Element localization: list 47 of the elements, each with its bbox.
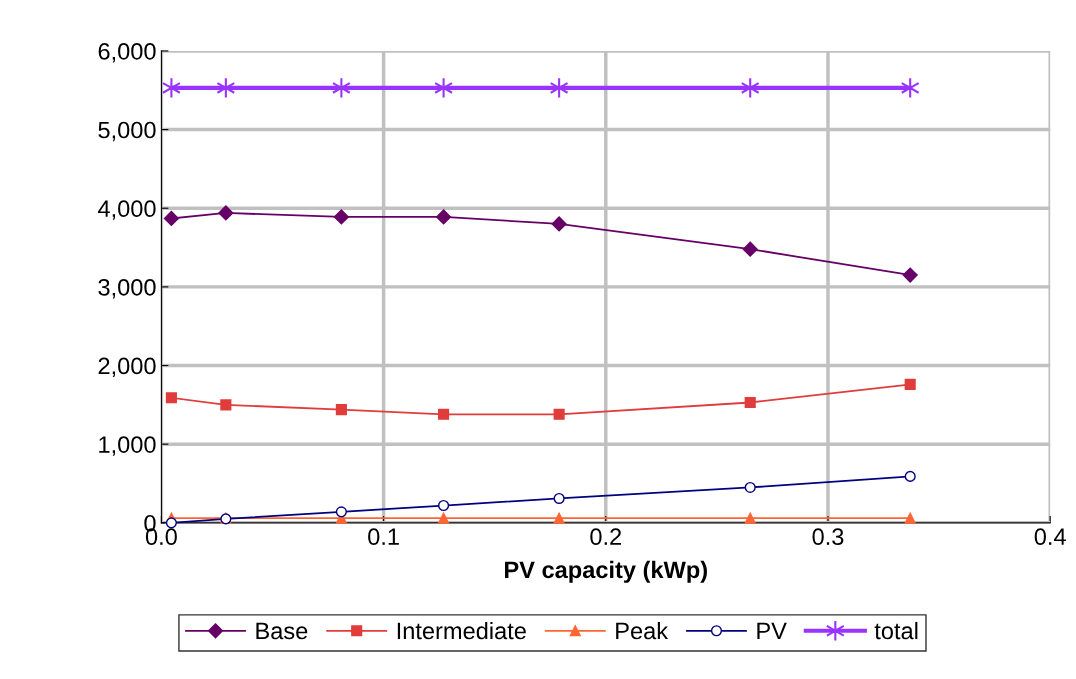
x-tick-label: 0.3 (812, 528, 844, 546)
point (161, 77, 181, 99)
point (163, 210, 179, 227)
legend-label: Peak (616, 621, 669, 640)
point (165, 392, 177, 404)
y-tick-label: 2,000 (98, 357, 156, 378)
point (165, 517, 177, 529)
point (335, 404, 347, 416)
point (335, 506, 347, 518)
y-tick-label: 4,000 (98, 200, 156, 220)
y-tick-label: 1,000 (99, 436, 156, 456)
point (216, 77, 236, 99)
point (744, 396, 756, 409)
point (902, 267, 918, 283)
point (438, 512, 450, 524)
point (740, 77, 760, 99)
point (900, 77, 920, 99)
point (331, 77, 351, 99)
point (904, 512, 916, 524)
point (904, 378, 916, 390)
point (438, 499, 450, 512)
y-tick-label: 5,000 (98, 121, 156, 142)
point (744, 481, 756, 493)
y-tick-label: 3,000 (98, 278, 156, 299)
point (553, 492, 565, 505)
point (434, 77, 454, 99)
x-tick-label: 0.4 (1034, 528, 1066, 546)
point (218, 205, 234, 221)
point (549, 77, 569, 99)
point (553, 512, 565, 524)
legend-label: total (874, 621, 918, 640)
point (744, 512, 756, 524)
legend-label: Base (256, 622, 308, 640)
point (904, 470, 916, 482)
x-axis-title: PV capacity (kWp) (505, 560, 707, 583)
y-tick-label: 6,000 (98, 42, 156, 63)
point (438, 408, 450, 420)
x-tick-label: 0.1 (368, 528, 399, 546)
point (333, 209, 349, 225)
x-tick-label: 0.2 (590, 528, 622, 546)
point (742, 241, 758, 257)
legend-label: Intermediate (397, 621, 526, 640)
legend-label: PV (757, 622, 787, 640)
point (551, 216, 567, 232)
point (553, 408, 565, 420)
point (220, 399, 232, 411)
point (436, 209, 452, 225)
